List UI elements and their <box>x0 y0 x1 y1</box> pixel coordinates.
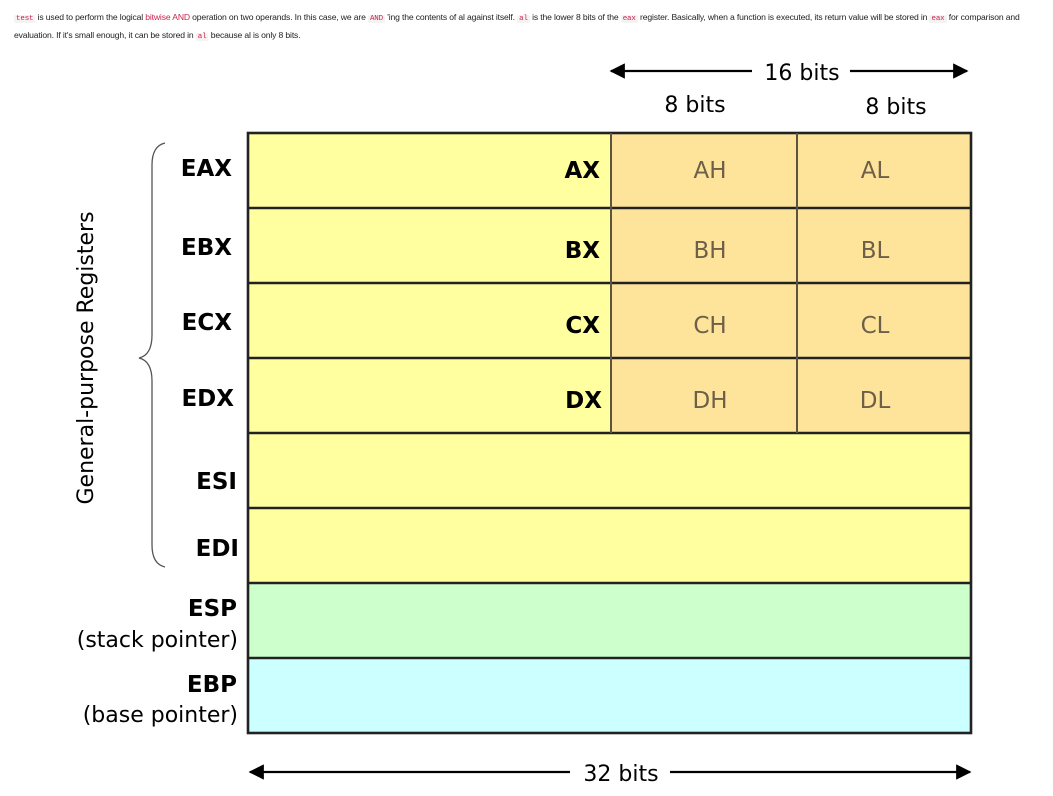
edi-row <box>248 508 971 583</box>
ebx-label: EBX <box>181 235 232 261</box>
paragraph-text-5: register. Basically, when a function is … <box>637 12 930 22</box>
esp-label: ESP <box>188 596 237 622</box>
sixteen-bits-arrow: 16 bits <box>609 61 969 86</box>
thirty-two-bits-arrow: 32 bits <box>248 762 972 787</box>
low-byte-width-label: 8 bits <box>865 95 926 120</box>
paragraph-text-1: is used to perform the logical <box>35 12 146 22</box>
ah-label: AH <box>693 158 726 184</box>
code-eax: eax <box>620 15 638 23</box>
sixteen-bits-label: 16 bits <box>764 61 839 86</box>
paragraph-text-7: because al is only 8 bits. <box>208 30 301 40</box>
base-pointer-note: (base pointer) <box>83 703 238 728</box>
code-eax: eax <box>929 15 947 23</box>
code-al: al <box>517 15 530 23</box>
esi-label: ESI <box>196 469 237 495</box>
register-group-brace <box>138 142 166 568</box>
dl-label: DL <box>860 388 891 414</box>
high-byte-width-label: 8 bits <box>664 93 725 118</box>
esp-row <box>248 583 971 658</box>
ebp-row <box>248 658 971 733</box>
bh-label: BH <box>693 238 726 264</box>
byte-divider-lines <box>610 133 798 433</box>
cl-label: CL <box>861 313 890 339</box>
edi-label: EDI <box>196 536 239 562</box>
description-paragraph: test is used to perform the logical bitw… <box>14 9 1046 45</box>
code-test: test <box>14 15 36 23</box>
ecx-label: ECX <box>182 310 233 336</box>
code-and: AND <box>367 15 386 23</box>
cx-label: CX <box>565 313 600 339</box>
eax-label: EAX <box>181 156 233 182</box>
general-purpose-registers-label: General-purpose Registers <box>74 211 99 504</box>
bitwise-and-link[interactable]: bitwise AND <box>145 12 190 22</box>
al-label: AL <box>861 158 890 184</box>
edx-label: EDX <box>181 386 234 412</box>
dh-label: DH <box>692 388 727 414</box>
paragraph-text-4: is the lower 8 bits of the <box>529 12 621 22</box>
ax-label: AX <box>564 158 600 184</box>
dx-label: DX <box>565 388 602 414</box>
register-rows <box>248 133 971 733</box>
paragraph-text-2: operation on two operands. In this case,… <box>189 12 368 22</box>
code-al: al <box>195 33 209 41</box>
ebp-label: EBP <box>187 672 237 698</box>
bl-label: BL <box>861 238 890 264</box>
stack-pointer-note: (stack pointer) <box>77 628 238 653</box>
register-grid-lines <box>246 131 973 735</box>
esi-row <box>248 433 971 508</box>
paragraph-text-6: for comparison and evaluation. If it's s… <box>14 12 1020 40</box>
thirty-two-bits-label: 32 bits <box>583 762 658 787</box>
ch-label: CH <box>693 313 726 339</box>
paragraph-text-3: 'ing the contents of al against itself. <box>385 12 518 22</box>
bx-label: BX <box>565 238 601 264</box>
